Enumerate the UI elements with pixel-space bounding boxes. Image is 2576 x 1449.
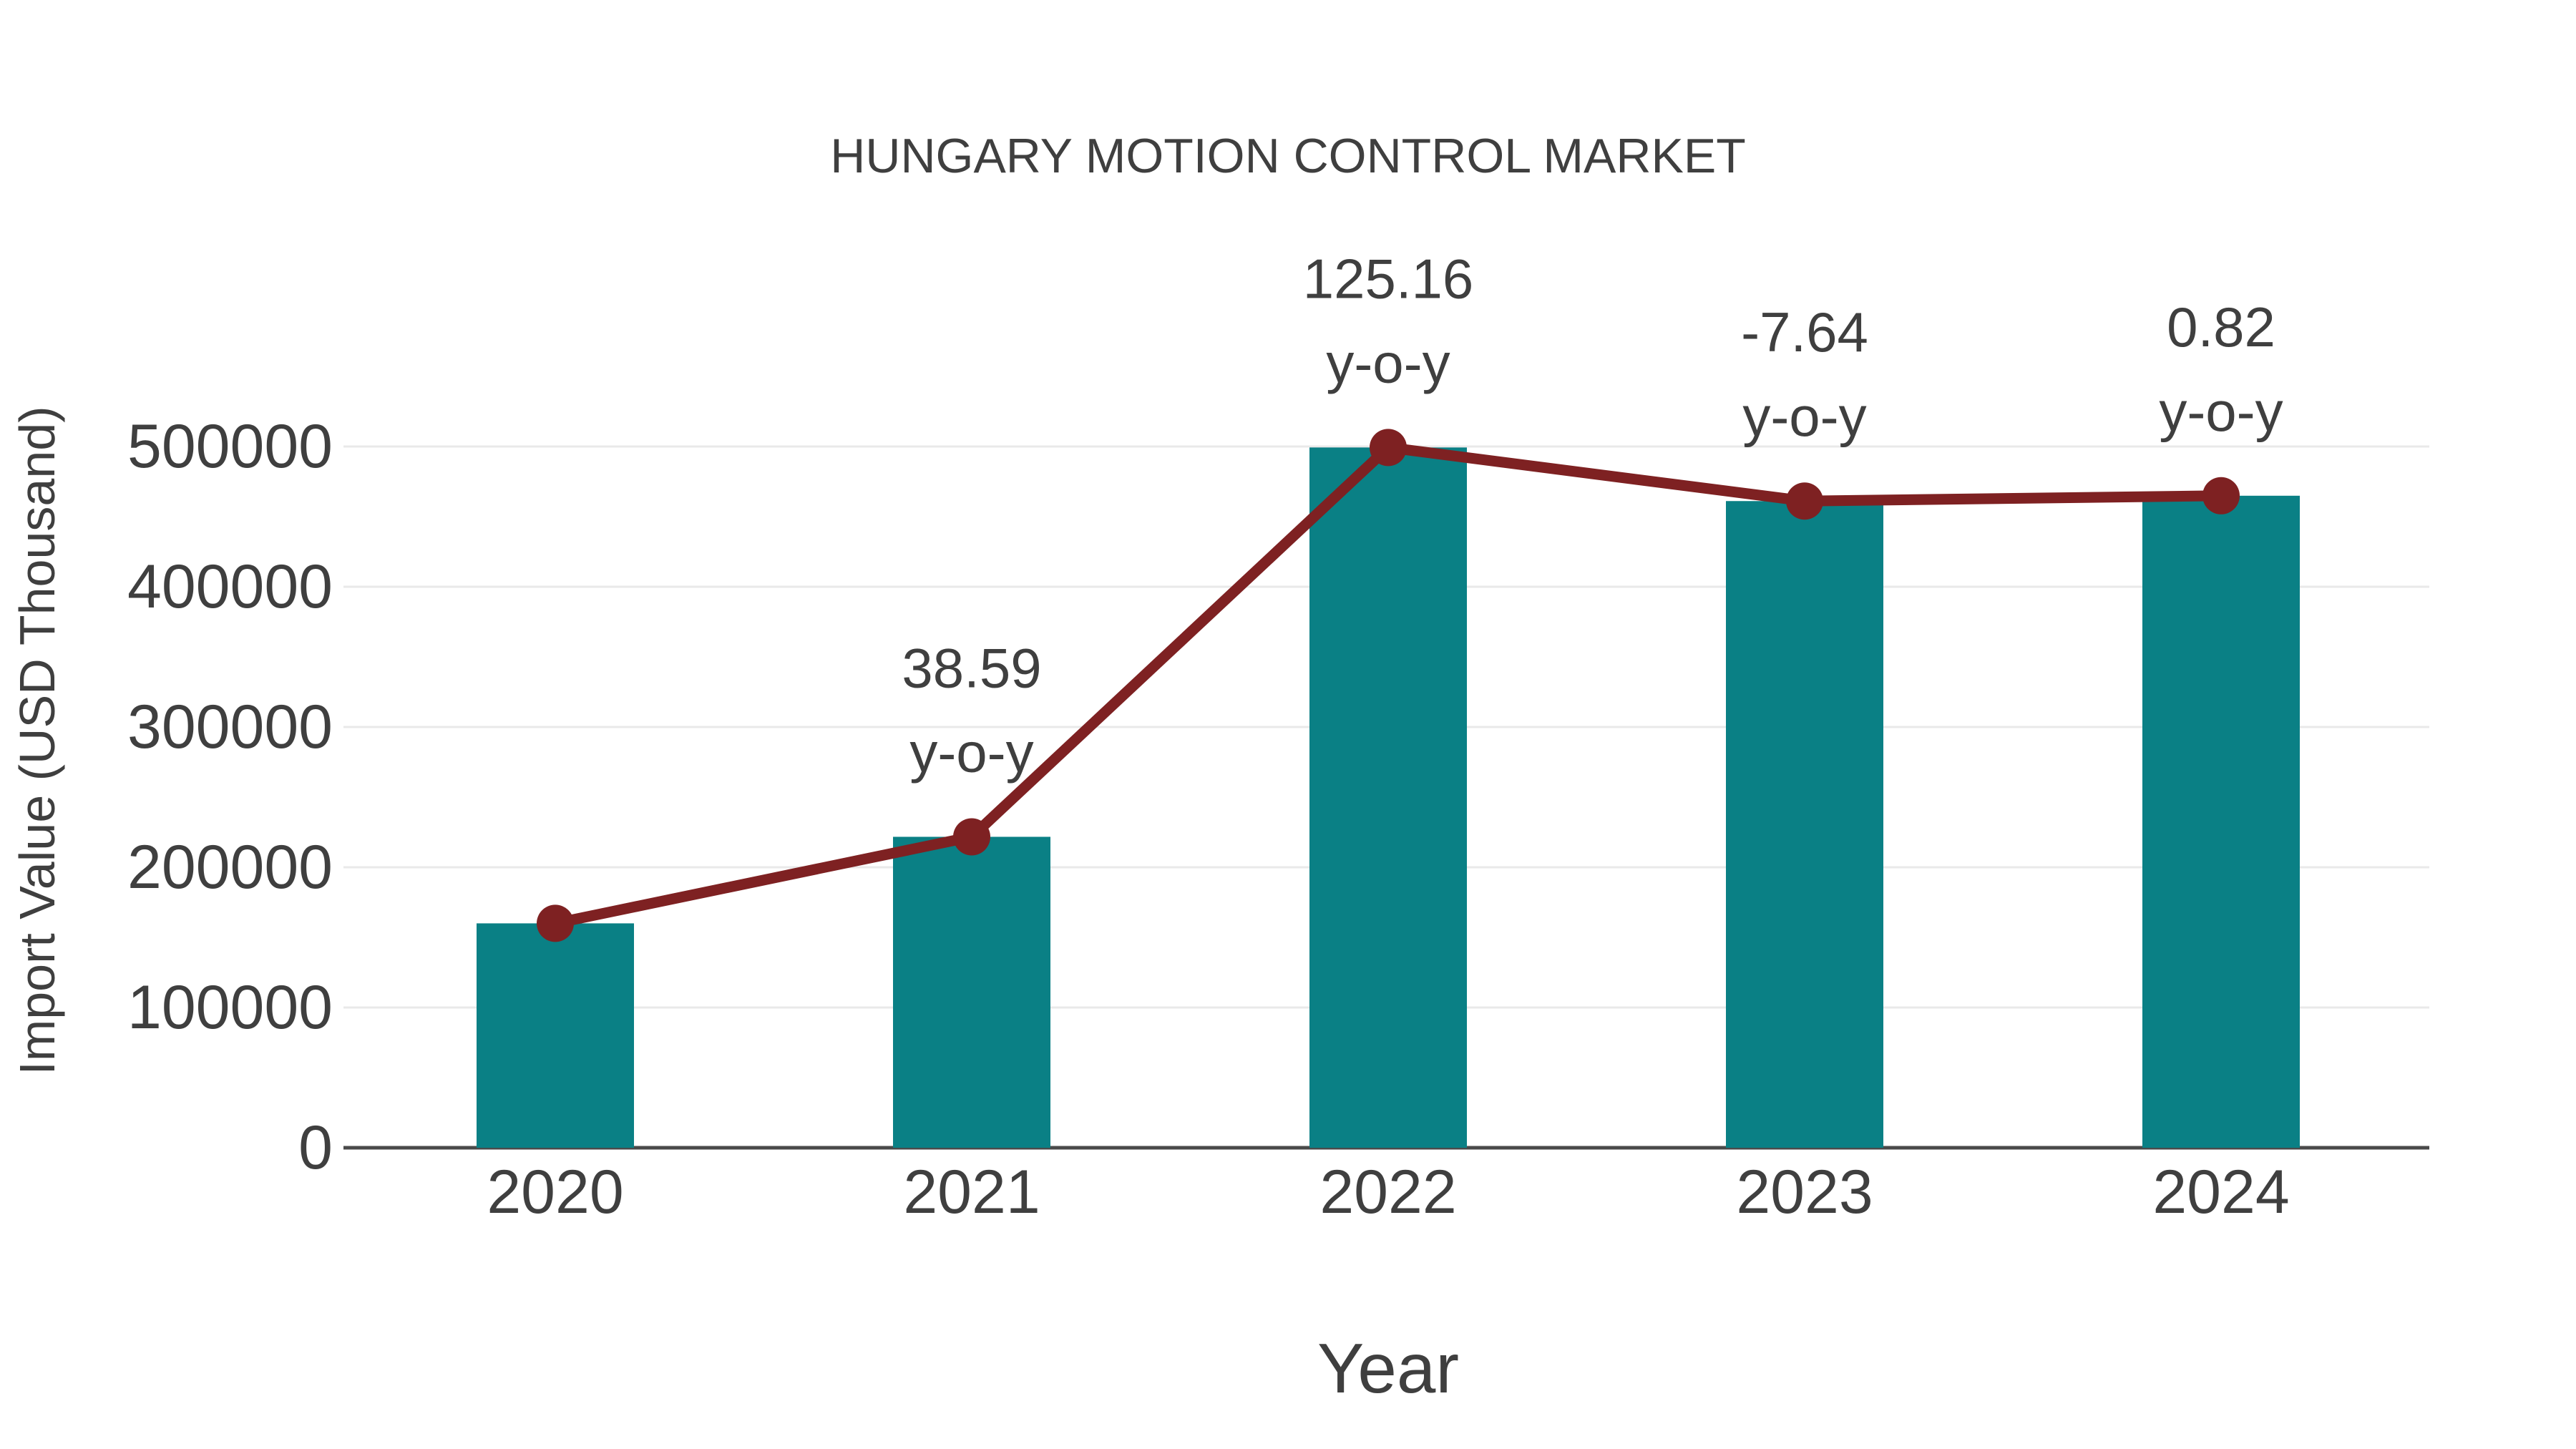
y-tick-0: 0 — [298, 1113, 333, 1182]
annotation-2021-value: 38.59 — [902, 636, 1041, 699]
y-tick-500000: 500000 — [127, 412, 333, 481]
annotation-2022-value: 125.16 — [1303, 247, 1474, 310]
y-tick-200000: 200000 — [127, 833, 333, 902]
annotation-2022-suffix: y-o-y — [1326, 331, 1450, 394]
y-tick-300000: 300000 — [127, 693, 333, 761]
annotation-2021-suffix: y-o-y — [909, 721, 1033, 784]
x-tick-2023: 2023 — [1736, 1158, 1873, 1226]
bars-layer — [477, 447, 2300, 1148]
x-tick-2024: 2024 — [2152, 1158, 2289, 1226]
x-tick-2020: 2020 — [487, 1158, 623, 1226]
bar-2023 — [1726, 501, 1883, 1148]
bar-2022 — [1309, 447, 1467, 1148]
annotation-2024-suffix: y-o-y — [2159, 380, 2283, 443]
x-tick-2021: 2021 — [903, 1158, 1040, 1226]
chart-title: HUNGARY MOTION CONTROL MARKET — [830, 129, 1746, 183]
marker-2022 — [1370, 429, 1407, 467]
markers-layer — [537, 429, 2240, 942]
bar-2021 — [893, 836, 1050, 1148]
y-tick-400000: 400000 — [127, 552, 333, 621]
bar-2020 — [477, 923, 634, 1148]
y-axis-ticks-layer: 0 100000 200000 300000 400000 500000 — [127, 412, 333, 1182]
bar-2024 — [2142, 495, 2300, 1148]
annotation-2023-value: -7.64 — [1741, 301, 1868, 364]
marker-2023 — [1786, 482, 1823, 520]
marker-2024 — [2202, 477, 2240, 514]
annotations-layer: 38.59 y-o-y 125.16 y-o-y -7.64 y-o-y 0.82 y-o-y — [902, 247, 2283, 784]
y-tick-100000: 100000 — [127, 973, 333, 1042]
y-axis-title: Import Value (USD Thousand) — [9, 406, 65, 1075]
x-tick-2022: 2022 — [1319, 1158, 1456, 1226]
annotation-2024-value: 0.82 — [2167, 296, 2275, 358]
marker-2021 — [953, 818, 990, 856]
x-axis-ticks-layer: 2020 2021 2022 2023 2024 — [487, 1158, 2289, 1226]
annotation-2023-suffix: y-o-y — [1742, 385, 1866, 448]
marker-2020 — [537, 904, 574, 942]
x-axis-title: Year — [1317, 1329, 1459, 1407]
